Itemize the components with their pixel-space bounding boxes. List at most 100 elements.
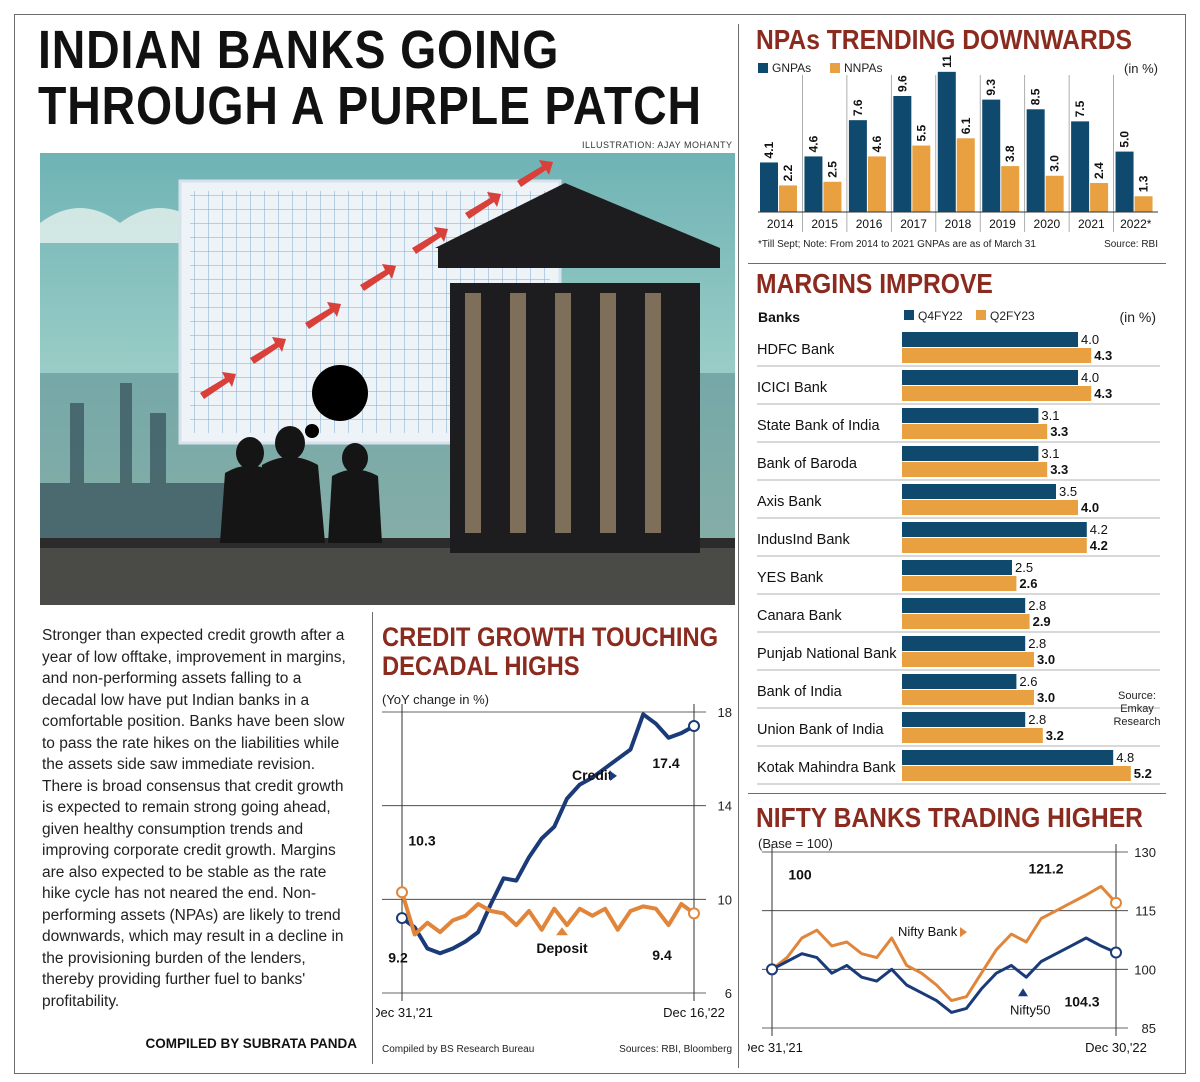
illustration: [40, 153, 735, 605]
margins-bar-q4fy22: [902, 712, 1026, 727]
margins-bar-q2fy23: [902, 348, 1092, 363]
margins-bar-label: 3.1: [1041, 408, 1059, 423]
margins-bar-q4fy22: [902, 484, 1056, 499]
margins-bar-q4fy22: [902, 522, 1087, 537]
margins-bar-q2fy23: [902, 462, 1048, 477]
credit-ylabel: (YoY change in %): [382, 692, 489, 707]
section-divider-1: [748, 263, 1166, 264]
margins-bank-label: Bank of India: [757, 684, 843, 700]
nifty-chart: (Base = 100) 130 115 100 85 Dec 31,'21 Dec 30…: [748, 836, 1156, 1055]
margins-bar-label: 3.5: [1059, 484, 1077, 499]
npa-bar-nnpas: [956, 138, 975, 212]
npa-category-label: 2016: [856, 217, 883, 231]
credit-xlabel: Dec 31,'21: [376, 1005, 433, 1020]
margins-bar-q2fy23: [902, 766, 1131, 781]
npa-bar-label: 4.6: [870, 135, 884, 152]
margins-bar-label: 4.3: [1094, 386, 1112, 401]
margins-bar-q4fy22: [902, 446, 1039, 461]
margins-bar-q4fy22: [902, 560, 1012, 575]
margins-bar-q4fy22: [902, 370, 1078, 385]
credit-start-dot: [396, 912, 408, 925]
margins-bar-label: 3.0: [1037, 652, 1055, 667]
nifty-line-nifty-bank: [771, 884, 1118, 1003]
margins-bar-label: 5.2: [1134, 766, 1152, 781]
credit-series-name: Credit: [572, 767, 613, 783]
nifty-ytick: 100: [1134, 962, 1156, 977]
nifty-bank-end-label: 121.2: [1028, 861, 1063, 877]
body-text: Stronger than expected credit growth aft…: [42, 627, 346, 1010]
npa-bar-label: 11.6: [940, 55, 954, 68]
margins-bank-label: YES Bank: [757, 570, 824, 586]
nifty50-end-label: 104.3: [1064, 993, 1099, 1009]
margins-bar-label: 3.0: [1037, 690, 1055, 705]
credit-xlabel: Dec 16,'22: [663, 1005, 725, 1020]
margins-legend-swatch-0: [904, 310, 914, 320]
credit-start-dot: [396, 886, 408, 899]
credit-plot: 18 14 10 6 Dec 31,'21 Dec 16,'22 9.2 10.3 17.4 9.…: [376, 704, 732, 1020]
npa-bar-label: 7.6: [851, 99, 865, 116]
npa-bar-gnpas: [937, 71, 956, 212]
npa-bar-label: 3.0: [1048, 155, 1062, 172]
nifty-bank-series-name: Nifty Bank: [898, 924, 958, 939]
headline-line-2: THROUGH A PURPLE PATCH: [38, 76, 702, 136]
margins-bar-q4fy22: [902, 332, 1078, 347]
credit-ytick: 14: [718, 799, 732, 814]
npa-bar-nnpas: [1045, 175, 1064, 212]
npa-source: Source: RBI: [1104, 239, 1158, 250]
margins-bank-label: Union Bank of India: [757, 722, 884, 738]
margins-bar-q2fy23: [902, 614, 1030, 629]
margins-bank-label: Canara Bank: [757, 608, 842, 624]
margins-bar-label: 2.8: [1028, 636, 1046, 651]
credit-deposit-pointer: [556, 927, 568, 936]
margins-legend-label-1: Q2FY23: [990, 309, 1035, 323]
infographic-frame: [14, 14, 1186, 1074]
npa-bar-label: 2.4: [1092, 162, 1106, 179]
margins-source-2: Emkay: [1120, 703, 1154, 715]
margins-bar-label: 2.5: [1015, 560, 1033, 575]
npa-bar-gnpas: [893, 96, 912, 212]
credit-ytick: 6: [725, 986, 732, 1001]
nifty-plot: 130 115 100 85 Dec 31,'21 Dec 30,'22 100 121.2 1…: [748, 844, 1156, 1055]
margins-bar-label: 4.3: [1094, 348, 1112, 363]
npa-bar-gnpas: [760, 162, 778, 212]
npa-bar-nnpas: [823, 181, 842, 212]
npa-bar-nnpas: [912, 145, 931, 212]
nifty50-pointer: [1018, 988, 1028, 997]
margins-bar-label: 2.6: [1019, 674, 1037, 689]
margins-bar-label: 4.2: [1090, 522, 1108, 537]
margins-bar-label: 4.2: [1090, 538, 1108, 553]
nifty-ylabel: (Base = 100): [758, 836, 833, 851]
margins-legend-swatch-1: [976, 310, 986, 320]
npa-bar-gnpas: [1026, 109, 1045, 212]
margins-bar-q2fy23: [902, 652, 1034, 667]
margins-title: MARGINS IMPROVE: [756, 268, 993, 299]
npa-category-label: 2021: [1078, 217, 1105, 231]
margins-bar-label: 4.0: [1081, 370, 1099, 385]
margins-legend: Q4FY22 Q2FY23: [904, 309, 1035, 323]
margins-bar-q2fy23: [902, 386, 1092, 401]
npa-bar-label: 5.5: [914, 125, 928, 142]
npa-bar-label: 2.5: [825, 161, 839, 178]
nifty50-series-name: Nifty50: [1010, 1002, 1050, 1017]
margins-bar-label: 4.0: [1081, 332, 1099, 347]
credit-compiled: Compiled by BS Research Bureau: [382, 1044, 534, 1055]
npa-bar-label: 4.1: [762, 141, 776, 158]
npa-legend-label-1: NNPAs: [844, 61, 882, 75]
margins-bar-label: 3.2: [1046, 728, 1064, 743]
credit-start-label: 9.2: [388, 950, 408, 966]
npa-legend-label-0: GNPAs: [772, 61, 811, 75]
margins-bar-q2fy23: [902, 538, 1087, 553]
nifty-xlabel: Dec 31,'21: [748, 1040, 803, 1055]
credit-source: Sources: RBI, Bloomberg: [619, 1044, 732, 1055]
npa-bar-label: 5.0: [1118, 131, 1132, 148]
margins-bank-label: Axis Bank: [757, 494, 822, 510]
margins-bar-q2fy23: [902, 690, 1034, 705]
npa-unit: (in %): [1124, 61, 1158, 76]
credit-divider: [372, 612, 373, 1064]
npa-bar-nnpas: [1001, 166, 1020, 212]
credit-series-pointer: [610, 770, 617, 781]
nifty-end-dot: [1110, 946, 1122, 959]
margins-bar-label: 3.1: [1041, 446, 1059, 461]
credit-end-dot: [688, 720, 700, 733]
